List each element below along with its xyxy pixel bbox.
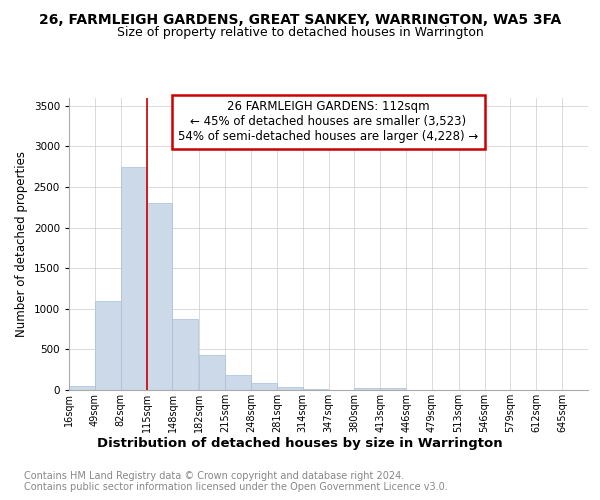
- Text: Distribution of detached houses by size in Warrington: Distribution of detached houses by size …: [97, 438, 503, 450]
- Text: 26, FARMLEIGH GARDENS, GREAT SANKEY, WARRINGTON, WA5 3FA: 26, FARMLEIGH GARDENS, GREAT SANKEY, WAR…: [39, 12, 561, 26]
- Bar: [302, 389, 329, 390]
- Bar: [172, 318, 199, 390]
- Text: 26 FARMLEIGH GARDENS: 112sqm
← 45% of detached houses are smaller (3,523)
54% of: 26 FARMLEIGH GARDENS: 112sqm ← 45% of de…: [178, 100, 479, 144]
- Bar: [277, 387, 302, 390]
- Text: Contains HM Land Registry data © Crown copyright and database right 2024.: Contains HM Land Registry data © Crown c…: [24, 471, 404, 481]
- Y-axis label: Number of detached properties: Number of detached properties: [15, 151, 28, 337]
- Bar: [199, 355, 225, 390]
- Bar: [355, 388, 380, 390]
- Bar: [225, 376, 251, 390]
- Text: Size of property relative to detached houses in Warrington: Size of property relative to detached ho…: [116, 26, 484, 39]
- Bar: [251, 382, 277, 390]
- Bar: [380, 388, 406, 390]
- Bar: [95, 300, 121, 390]
- Text: Contains public sector information licensed under the Open Government Licence v3: Contains public sector information licen…: [24, 482, 448, 492]
- Bar: [121, 166, 146, 390]
- Bar: [146, 203, 172, 390]
- Bar: [69, 386, 95, 390]
